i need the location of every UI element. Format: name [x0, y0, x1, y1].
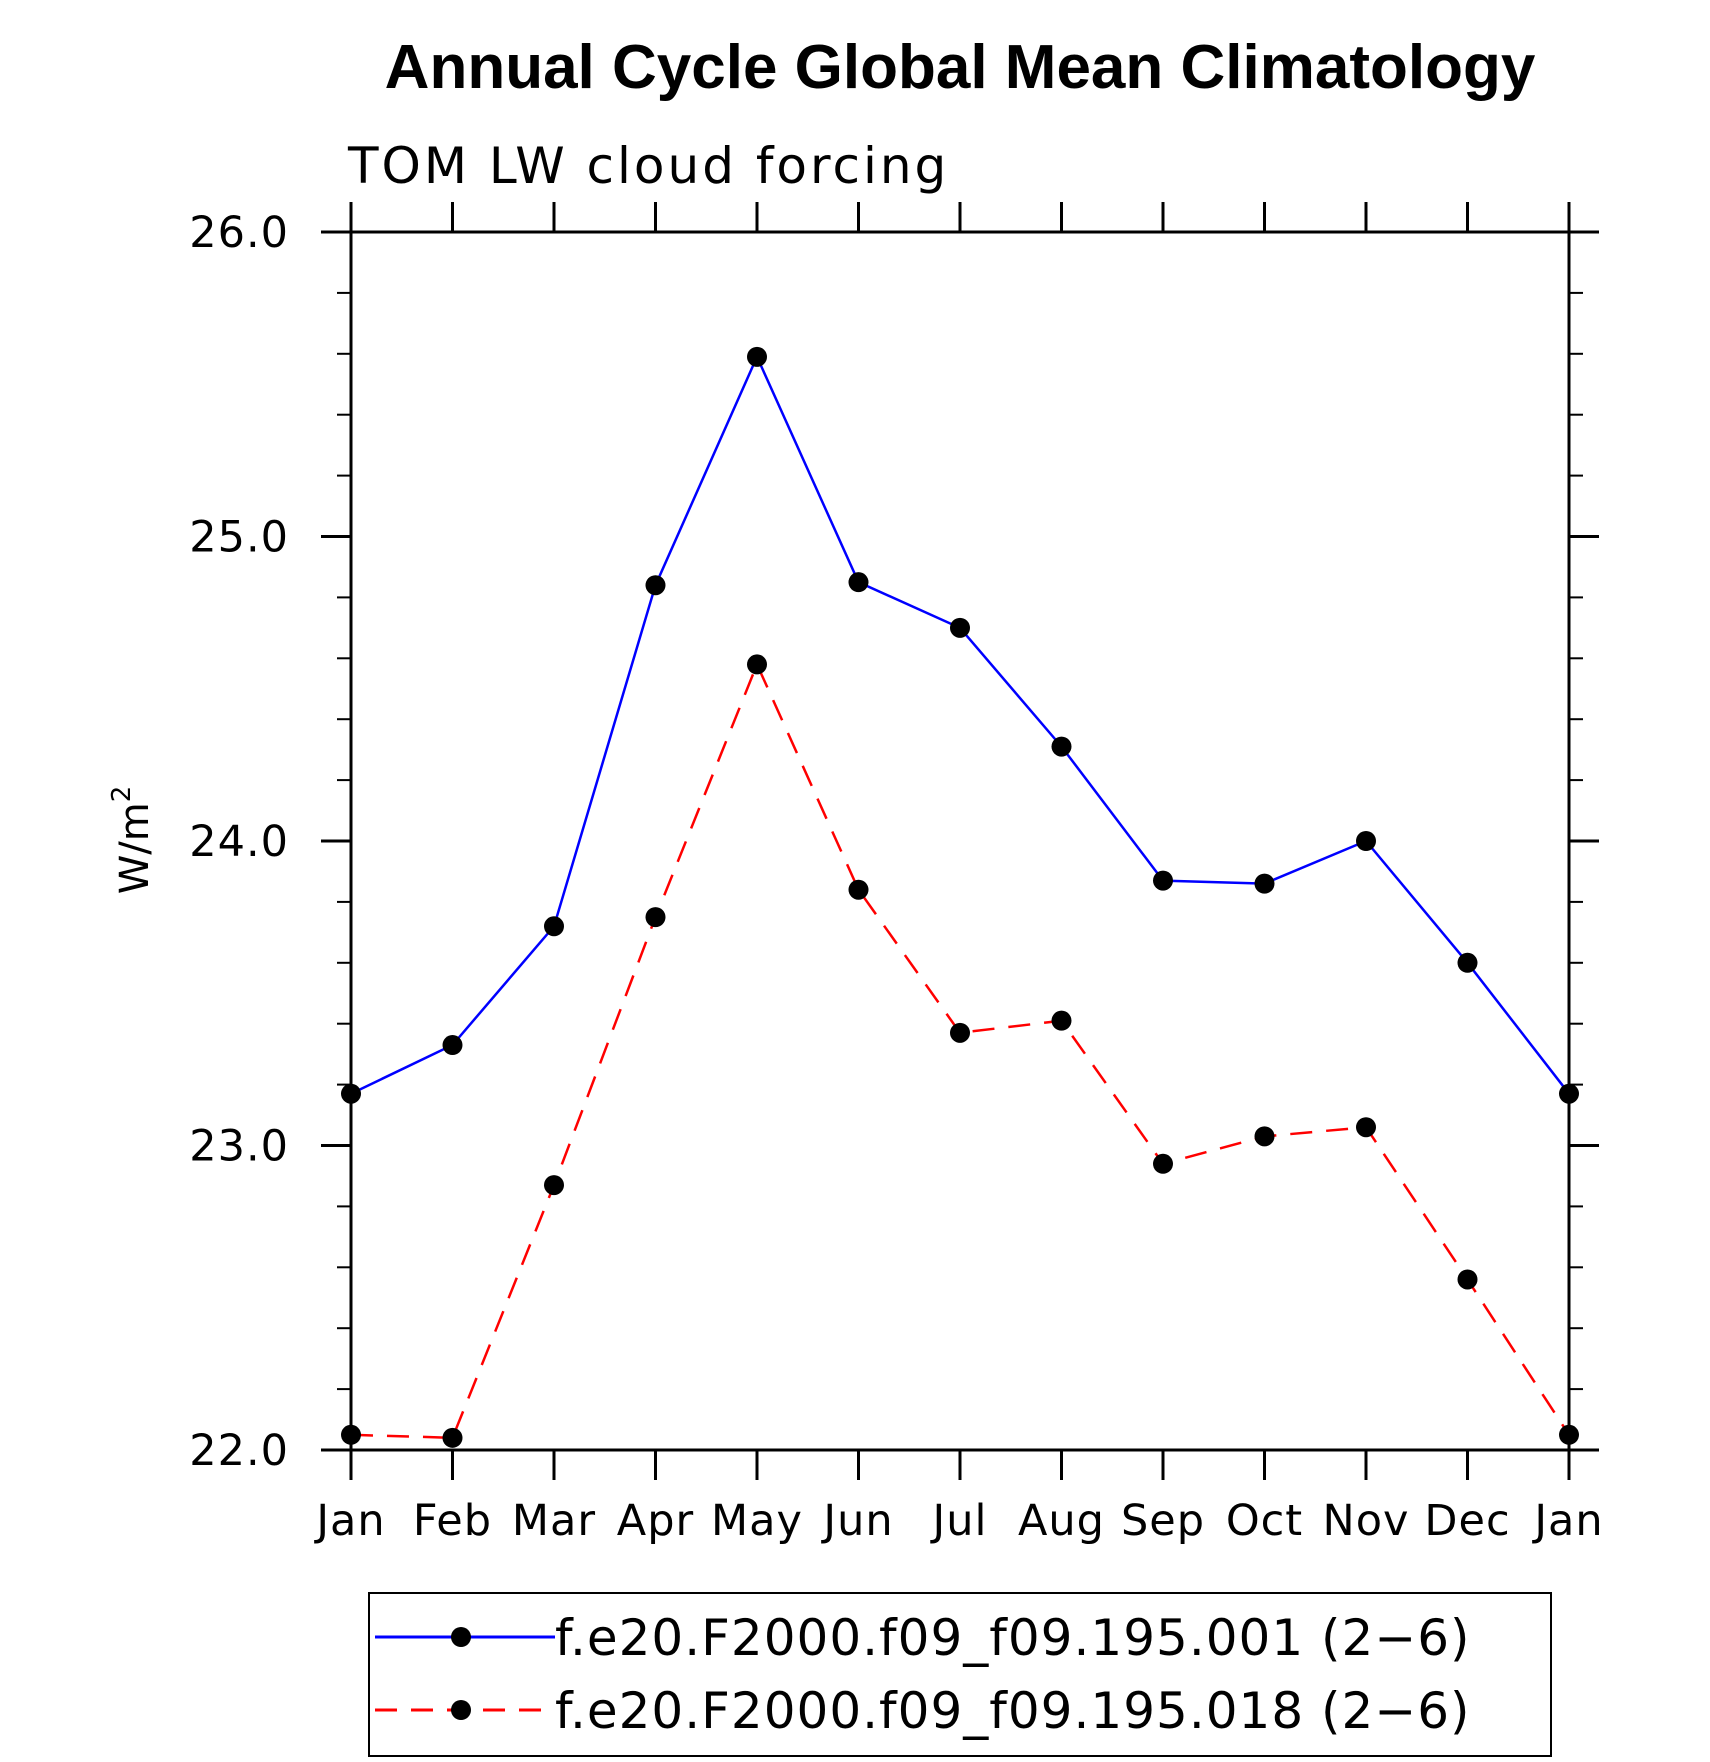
series-1-point	[442, 1035, 463, 1056]
x-tick-label: Mar	[512, 1496, 596, 1546]
x-tick-label: Sep	[1121, 1496, 1205, 1546]
legend-marker-series-1	[451, 1627, 471, 1647]
x-tick-label: May	[711, 1496, 803, 1546]
series-1-point	[1457, 952, 1478, 973]
y-tick-label: 22.0	[189, 1426, 289, 1476]
y-axis-label: W/m2	[107, 786, 158, 895]
series-1-point	[1153, 870, 1173, 891]
series-2-point	[747, 654, 767, 675]
series-1-point	[341, 1083, 361, 1104]
series-1-point	[544, 916, 564, 937]
x-tick-label: Aug	[1018, 1496, 1105, 1546]
series-1-point	[1051, 736, 1072, 757]
x-axis-ticks: Jan Feb Mar Apr May Jun Jul Aug Sep Oct Nov Dec Jan	[313, 202, 1603, 1546]
legend-label-series-1: f.e20.F2000.f09_f09.195.001 (2−6)	[555, 1609, 1471, 1667]
series-2-point	[1457, 1269, 1478, 1290]
y-axis-label-main: W/m	[112, 802, 158, 894]
series-line-2	[350, 661, 1571, 1440]
x-tick-label: Oct	[1226, 1496, 1303, 1546]
series-line-1	[350, 353, 1570, 1095]
legend: f.e20.F2000.f09_f09.195.001 (2−6) f.e20.…	[368, 1592, 1552, 1757]
series-2-point	[1051, 1010, 1072, 1031]
series-1-point	[1559, 1083, 1579, 1104]
series-2-point	[645, 907, 666, 928]
legend-label-series-2: f.e20.F2000.f09_f09.195.018 (2−6)	[555, 1682, 1471, 1740]
series-2-point	[1356, 1117, 1376, 1138]
series-2-point	[950, 1022, 970, 1043]
x-tick-label: Jan	[1531, 1496, 1603, 1546]
x-tick-label: Feb	[413, 1496, 492, 1546]
y-tick-label: 26.0	[189, 208, 289, 258]
x-tick-label: Dec	[1424, 1496, 1510, 1546]
y-axis-ticks: 22.0 23.0 24.0 25.0 26.0	[189, 208, 1599, 1476]
x-tick-label: Nov	[1323, 1496, 1410, 1546]
series-1-point	[1254, 873, 1275, 894]
chart-title: Annual Cycle Global Mean Climatology	[385, 33, 1536, 102]
series-1-point	[848, 572, 869, 593]
series-2-point	[442, 1427, 463, 1448]
series-1-point	[1356, 831, 1376, 851]
y-tick-label: 25.0	[189, 513, 289, 563]
x-tick-label: Jun	[820, 1496, 893, 1546]
y-tick-label: 24.0	[189, 817, 289, 867]
series-1-point	[747, 346, 767, 367]
legend-box	[368, 1592, 1552, 1757]
series-2-point	[341, 1424, 361, 1445]
x-tick-label: Jan	[313, 1496, 385, 1546]
series-2-point	[848, 879, 869, 900]
chart-subtitle: TOM LW cloud forcing	[347, 137, 949, 195]
series-2-point	[1559, 1424, 1579, 1445]
y-axis-label-superscript: 2	[107, 786, 137, 803]
series-layer	[341, 346, 1579, 1448]
x-tick-label: Apr	[617, 1496, 694, 1546]
series-1-point	[950, 617, 970, 638]
series-2-point	[1153, 1153, 1173, 1174]
legend-marker-series-2	[451, 1700, 471, 1720]
series-2-point	[544, 1175, 564, 1196]
x-tick-label: Jul	[930, 1496, 988, 1546]
y-tick-label: 23.0	[189, 1122, 289, 1172]
plot-frame	[349, 230, 1571, 1452]
series-2-point	[1254, 1126, 1275, 1147]
series-1-point	[645, 575, 666, 596]
